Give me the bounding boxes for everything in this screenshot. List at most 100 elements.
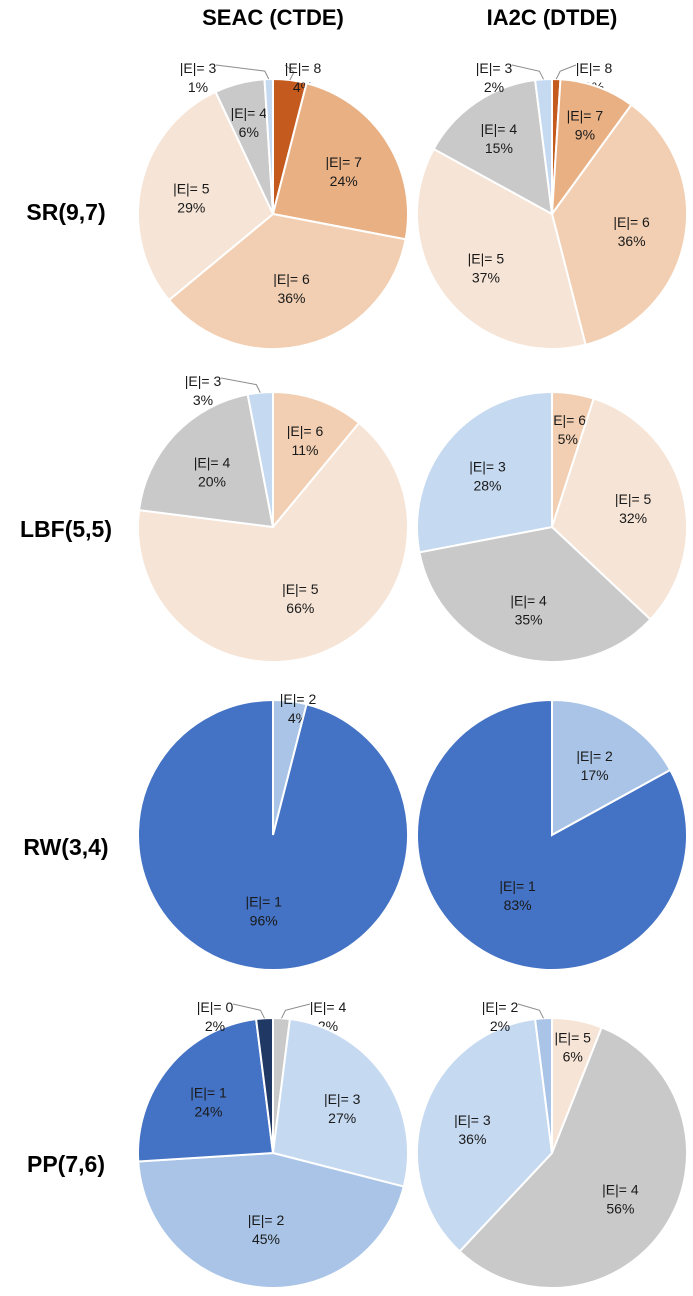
- slice-label: |E|= 4: [231, 105, 268, 121]
- slice-percent: 83%: [504, 897, 532, 913]
- column-title-ia2c: IA2C (DTDE): [487, 5, 618, 30]
- slice-label: |E|= 5: [282, 581, 319, 597]
- slice-percent: 3%: [193, 392, 213, 408]
- slice-percent: 36%: [618, 233, 646, 249]
- slice-percent: 28%: [473, 478, 501, 494]
- slice-label: |E|= 6: [613, 214, 650, 230]
- slice-percent: 36%: [458, 1131, 486, 1147]
- pie-7: |E|= 4 2% |E|= 3 27% |E|= 2 45% |E|= 1 24% |E|= …: [137, 999, 409, 1289]
- slice-label: |E|= 3: [185, 373, 222, 389]
- pie-slice: [416, 1017, 554, 1253]
- pie-slice: [271, 82, 409, 241]
- slice-percent: 24%: [194, 1104, 222, 1120]
- slice-label: |E|= 2: [248, 1212, 285, 1228]
- slice-percent: 96%: [250, 913, 278, 929]
- slice-label: |E|= 5: [554, 1029, 591, 1045]
- pie-5: |E|= 24%|E|= 196%: [137, 691, 409, 971]
- pie-slice: [458, 1026, 689, 1289]
- pie-slice: [550, 397, 688, 621]
- pie-slice: [272, 390, 361, 530]
- slice-label: |E|= 3: [454, 1112, 491, 1128]
- slice-label: |E|= 8: [576, 60, 613, 76]
- slice-label: |E|= 0: [197, 999, 234, 1015]
- slice-percent: 56%: [606, 1200, 634, 1216]
- leader-line: [555, 64, 577, 80]
- slice-label: |E|= 1: [499, 878, 536, 894]
- row-label-pp: PP(7,6): [27, 1151, 105, 1177]
- row-label-sr: SR(9,7): [26, 199, 105, 225]
- pie-slice: [137, 1151, 405, 1289]
- pie-2: |E|= 81%|E|= 79%|E|= 636%|E|= 537%|E|= 4…: [416, 60, 688, 350]
- slice-label: |E|= 7: [567, 108, 604, 124]
- slice-label: |E|= 2: [576, 748, 613, 764]
- slice-label: |E|= 4: [194, 455, 231, 471]
- leader-line: [281, 1003, 311, 1019]
- leader-line: [220, 377, 261, 393]
- slice-label: |E|= 4: [481, 121, 518, 137]
- slice-label: |E|= 4: [510, 592, 547, 608]
- leader-line: [215, 64, 270, 80]
- slice-percent: 24%: [330, 173, 358, 189]
- slice-label: |E|= 6: [550, 412, 587, 428]
- pie-slice: [137, 393, 275, 529]
- slice-percent: 37%: [472, 269, 500, 285]
- pie-slice: [551, 698, 672, 837]
- slice-percent: 2%: [490, 1018, 510, 1034]
- slice-percent: 35%: [515, 611, 543, 627]
- slice-label: |E|= 2: [482, 999, 519, 1015]
- row-label-lbf: LBF(5,5): [20, 516, 112, 542]
- slice-percent: 9%: [575, 127, 595, 143]
- slice-label: |E|= 3: [180, 60, 217, 76]
- slice-percent: 15%: [485, 140, 513, 156]
- pie-slice: [416, 147, 587, 350]
- slice-percent: 45%: [252, 1231, 280, 1247]
- slice-percent: 17%: [581, 767, 609, 783]
- slice-percent: 11%: [292, 442, 319, 458]
- slice-label: |E|= 1: [245, 894, 282, 910]
- pie-slice: [432, 78, 554, 216]
- pie-8: |E|= 5 6% |E|= 4 56% |E|= 3 36% |E|= 2 2%: [416, 999, 689, 1289]
- slice-label: |E|= 4: [310, 999, 347, 1015]
- slice-percent: 2%: [484, 79, 504, 95]
- slice-label: |E|= 1: [190, 1085, 227, 1101]
- slice-percent: 5%: [558, 431, 578, 447]
- pie-1: |E|= 84%|E|= 724%|E|= 636%|E|= 529%|E|= …: [137, 60, 409, 350]
- slice-label: |E|= 3: [476, 60, 513, 76]
- slice-percent: 20%: [198, 474, 226, 490]
- leader-line: [517, 1003, 544, 1019]
- column-title-seac: SEAC (CTDE): [202, 5, 344, 30]
- slice-percent: 2%: [205, 1018, 225, 1034]
- pie-slice: [167, 212, 407, 350]
- slice-label: |E|= 5: [615, 491, 652, 507]
- slice-percent: 32%: [619, 510, 647, 526]
- slice-label: |E|= 7: [325, 154, 362, 170]
- slice-label: |E|= 3: [469, 459, 506, 475]
- slice-label: |E|= 6: [273, 271, 310, 287]
- pie-slice: [416, 390, 553, 554]
- slice-label: |E|= 8: [285, 60, 322, 76]
- pie-6: |E|= 2 17% |E|= 1 83%: [416, 698, 688, 971]
- pie-slice: [137, 698, 409, 971]
- pie-slice: [271, 1017, 409, 1188]
- pies-layer: |E|= 84%|E|= 724%|E|= 636%|E|= 529%|E|= …: [137, 60, 689, 1289]
- slice-label: |E|= 5: [173, 181, 210, 197]
- slice-percent: 66%: [286, 600, 314, 616]
- slice-label: |E|= 5: [468, 250, 505, 266]
- pie-slice: [137, 1017, 275, 1163]
- slice-percent: 6%: [563, 1048, 583, 1064]
- pie-slice: [550, 103, 688, 346]
- slice-percent: 1%: [188, 79, 208, 95]
- slice-percent: 36%: [277, 290, 305, 306]
- slice-percent: 6%: [239, 124, 259, 140]
- slice-label: |E|= 2: [280, 691, 317, 707]
- slice-label: |E|= 4: [602, 1181, 639, 1197]
- pie-slice: [418, 525, 652, 663]
- leader-line: [511, 64, 544, 80]
- slice-label: |E|= 3: [324, 1091, 361, 1107]
- pie-4: |E|= 6 5% |E|= 5 32% |E|= 4 35% |E|= 3 28%: [416, 390, 688, 663]
- pie-3: |E|= 6 11% |E|= 5 66% |E|= 4 20% |E|= 3 3%: [137, 373, 409, 663]
- slice-label: |E|= 6: [287, 423, 324, 439]
- pie-slice: [416, 698, 688, 971]
- pie-slice: [137, 421, 409, 663]
